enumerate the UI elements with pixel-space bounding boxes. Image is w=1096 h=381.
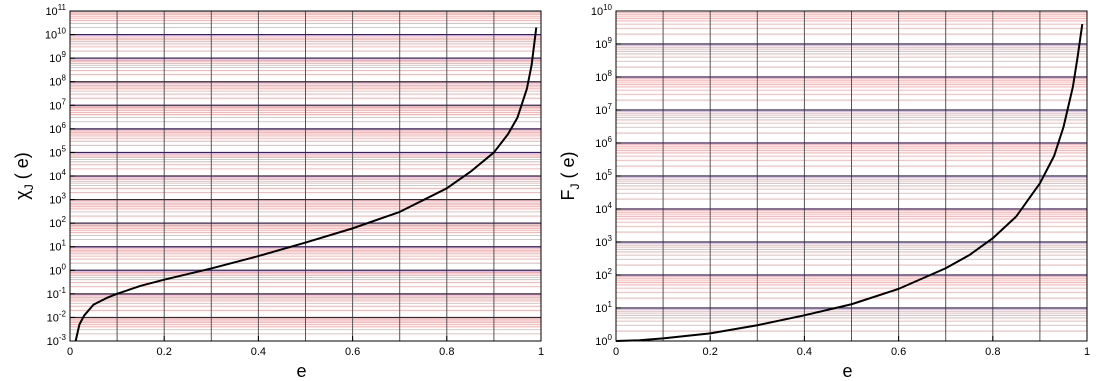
chart-2: 0 0.2 0.4 0.6 0.8 1 100 101 102 103 104 105 106 107 10… [558,3,1090,381]
y-tick-label: 107 [49,97,66,112]
grid-lines [70,11,541,341]
x-tick-label: 0.6 [891,346,906,358]
y-tick-label: 104 [595,201,612,216]
y-tick-label: 104 [49,168,66,183]
y-tick-label: 10-3 [47,333,67,348]
x-axis-label: e [296,361,306,381]
y-tick-label: 100 [49,262,66,277]
y-tick-label: 109 [595,36,612,51]
x-tick-label: 0.8 [985,346,1000,358]
x-tick-label: 1 [538,346,544,358]
y-tick-label: 101 [49,239,66,254]
y-tick-label: 1010 [591,3,613,18]
x-axis-label: e [842,361,852,381]
y-tick-label: 106 [595,135,612,150]
x-tick-label: 0 [67,346,73,358]
y-tick-label: 105 [49,144,66,159]
y-tick-label: 107 [595,102,612,117]
chart-1: 0 0.2 0.4 0.6 0.8 1 10-3 10-2 10-1 100 101 102 103 10… [12,3,544,381]
y-tick-label: 10-2 [47,309,67,324]
grid-lines [616,11,1087,341]
y-tick-label: 101 [595,300,612,315]
y-tick-label: 1011 [45,3,66,18]
y-tick-label: 1010 [45,27,67,42]
y-axis-label: χJ ( e) [12,152,36,199]
y-tick-label: 105 [595,168,612,183]
y-tick-label: 103 [49,192,66,207]
y-tick-label: 10-1 [47,286,67,301]
y-axis-label: FJ ( e) [558,151,582,200]
x-tick-label: 0.4 [251,346,266,358]
x-tick-label: 1 [1084,346,1090,358]
y-tick-label: 103 [595,234,612,249]
series-curve-1 [615,23,1084,342]
y-tick-label: 109 [49,50,66,65]
x-tick-label: 0.2 [703,346,718,358]
series-curve-1 [74,27,538,342]
y-tick-label: 102 [49,215,66,230]
x-tick-label: 0.4 [797,346,812,358]
y-tick-label: 108 [49,74,66,89]
x-tick-label: 0.8 [439,346,454,358]
y-tick-label: 100 [595,333,612,348]
y-tick-label: 106 [49,121,66,136]
y-tick-label: 108 [595,69,612,84]
x-tick-label: 0.6 [345,346,360,358]
x-tick-label: 0.2 [157,346,172,358]
x-tick-label: 0 [613,346,619,358]
y-tick-label: 102 [595,267,612,282]
